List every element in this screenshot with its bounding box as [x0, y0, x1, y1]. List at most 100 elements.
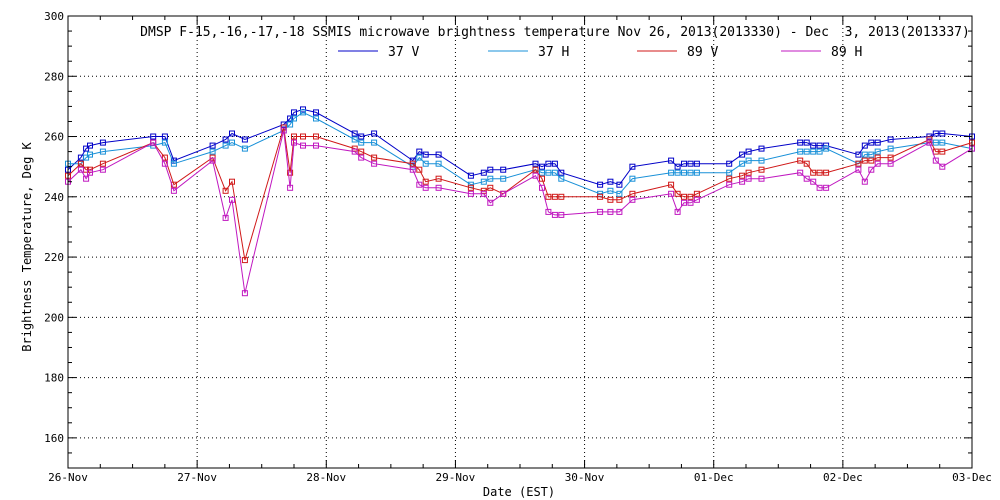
data-point-37-v — [150, 133, 157, 140]
legend-item-37-v: 37 V — [338, 45, 419, 60]
series-89-h — [65, 127, 975, 297]
data-point-37-v — [551, 160, 558, 167]
data-point-89-h — [874, 160, 881, 167]
data-point-89-v — [291, 133, 297, 140]
data-point-89-h — [422, 184, 429, 191]
data-point-89-h — [99, 166, 106, 173]
series-37-v — [65, 106, 975, 188]
data-point-37-v — [616, 181, 623, 188]
data-point-89-h — [745, 175, 752, 182]
data-point-89-h — [416, 181, 423, 188]
data-point-89-h — [558, 211, 565, 218]
data-point-89-v — [855, 160, 862, 167]
data-point-89-v — [629, 190, 636, 197]
data-point-37-v — [480, 169, 487, 176]
x-tick-label: 02-Dec — [823, 471, 863, 484]
data-point-37-h — [371, 139, 378, 146]
y-tick-label: 300 — [44, 10, 64, 23]
data-point-89-v — [803, 160, 810, 167]
data-point-37-v — [99, 139, 106, 146]
data-point-37-v — [422, 151, 429, 158]
data-point-89-v — [739, 172, 746, 179]
data-point-89-v — [616, 196, 623, 203]
data-point-89-h — [868, 166, 875, 173]
x-tick-label: 28-Nov — [306, 471, 346, 484]
gridlines — [68, 16, 972, 468]
y-tick-label: 160 — [44, 432, 64, 445]
data-point-89-v — [551, 193, 558, 200]
data-point-37-h — [87, 151, 93, 158]
data-point-37-h — [209, 148, 216, 155]
y-tick-label: 260 — [44, 131, 64, 144]
data-point-89-v — [422, 178, 429, 185]
data-point-37-v — [435, 151, 442, 158]
data-point-37-h — [351, 136, 358, 143]
data-point-89-v — [487, 184, 494, 191]
data-point-89-h — [222, 214, 229, 221]
data-point-89-h — [803, 175, 810, 182]
data-point-89-h — [693, 196, 700, 203]
data-point-37-h — [558, 175, 565, 182]
data-point-89-h — [687, 199, 694, 206]
data-point-89-h — [629, 196, 636, 203]
data-point-89-h — [939, 163, 946, 170]
data-point-89-v — [687, 193, 694, 200]
data-point-37-v — [416, 148, 423, 155]
data-point-89-h — [674, 208, 681, 215]
data-point-89-h — [480, 190, 487, 197]
data-point-89-h — [87, 169, 93, 176]
data-point-89-h — [668, 190, 675, 197]
data-point-89-v — [874, 154, 881, 161]
data-point-89-v — [371, 154, 378, 161]
y-axis-title: Brightness Temperature, Deg K — [20, 141, 34, 351]
data-point-37-v — [597, 181, 604, 188]
y-tick-label: 180 — [44, 372, 64, 385]
legend-label: 89 V — [687, 45, 718, 60]
data-point-89-v — [77, 160, 84, 167]
data-point-37-h — [629, 175, 636, 182]
data-point-37-v — [209, 142, 216, 149]
data-point-89-h — [758, 175, 765, 182]
data-point-37-v — [229, 130, 235, 137]
y-tick-label: 280 — [44, 70, 64, 83]
x-axis-title: Date (EST) — [483, 485, 555, 499]
data-point-89-h — [810, 178, 817, 185]
data-point-89-v — [545, 193, 552, 200]
data-point-89-h — [887, 160, 894, 167]
data-point-37-h — [939, 139, 946, 146]
data-point-37-h — [693, 169, 700, 176]
data-point-89-h — [681, 199, 687, 206]
data-point-89-h — [926, 139, 933, 146]
data-point-89-h — [797, 169, 804, 176]
axes: 26-Nov 27-Nov 28-Nov 29-Nov 30-Nov 01-Dec 02-D… — [44, 10, 992, 484]
series-line-37-v — [67, 108, 973, 186]
data-point-37-h — [422, 160, 429, 167]
data-point-89-h — [467, 190, 474, 197]
data-point-37-h — [539, 169, 545, 176]
data-point-37-h — [887, 145, 894, 152]
data-point-37-v — [816, 142, 823, 149]
x-tick-label: 03-Dec — [952, 471, 992, 484]
data-point-37-v — [545, 160, 552, 167]
data-point-89-v — [693, 190, 700, 197]
data-point-89-v — [467, 184, 474, 191]
data-point-37-h — [313, 115, 319, 122]
data-point-89-v — [861, 157, 868, 164]
data-point-37-h — [545, 169, 552, 176]
data-point-37-v — [797, 139, 804, 146]
data-point-89-v — [409, 160, 416, 167]
legend-label: 89 H — [831, 45, 862, 60]
data-point-37-h — [797, 148, 804, 155]
data-point-89-h — [823, 184, 830, 191]
data-point-37-v — [351, 130, 358, 137]
data-point-89-v — [674, 190, 681, 197]
data-point-89-v — [241, 257, 248, 264]
data-point-89-h — [855, 166, 862, 173]
data-point-37-h — [739, 160, 746, 167]
data-point-89-v — [758, 166, 765, 173]
data-point-37-v — [222, 136, 229, 143]
data-point-37-h — [300, 109, 306, 116]
data-point-89-h — [161, 160, 168, 167]
data-point-89-h — [358, 154, 365, 161]
